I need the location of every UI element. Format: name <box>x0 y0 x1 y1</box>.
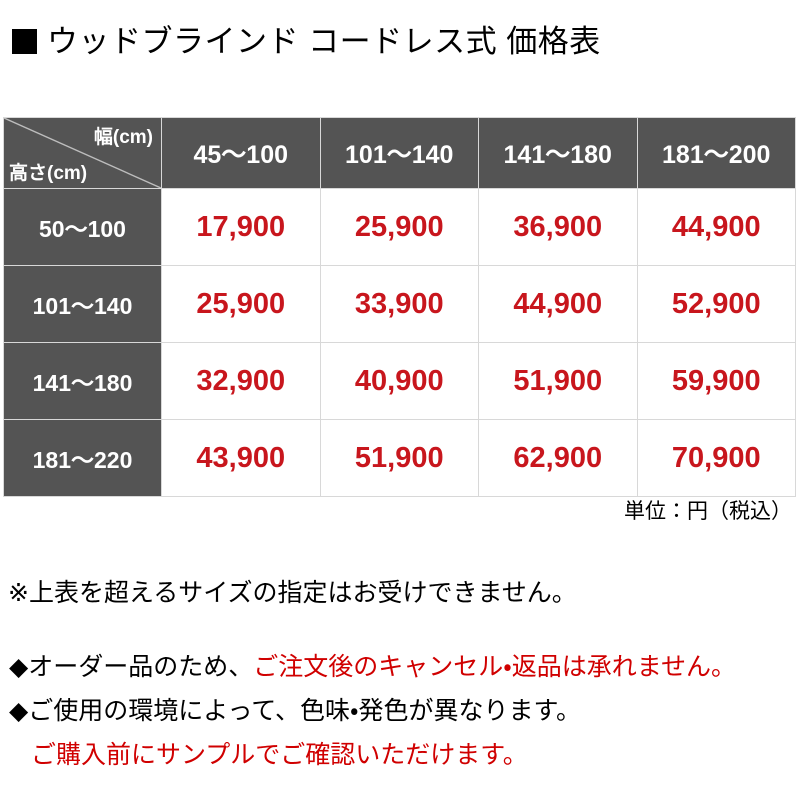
note-item-1: ◆ご使用の環境によって、色味・発色が異なります。 <box>9 689 736 733</box>
diamond-bullet-icon: ◆ <box>9 653 29 681</box>
column-header-3: 181〜200 <box>636 117 796 189</box>
table-row: 181〜220 43,900 51,900 62,900 70,900 <box>3 419 796 497</box>
width-axis-label: 幅(cm) <box>93 127 153 148</box>
page-title-text: ウッドブラインド コードレス式 価格表 <box>47 24 601 59</box>
price-cell-0-2: 36,900 <box>478 188 638 266</box>
price-cell-0-3: 44,900 <box>636 188 796 266</box>
size-restriction-note: ※上表を超えるサイズの指定はお受けできません。 <box>8 579 577 607</box>
table-row: 141〜180 32,900 40,900 51,900 59,900 <box>3 342 796 420</box>
page-title: ウッドブラインド コードレス式 価格表 <box>12 22 601 62</box>
diamond-bullet-icon: ◆ <box>9 697 29 725</box>
row-header-1: 101〜140 <box>3 265 162 343</box>
note-item-0: ◆オーダー品のため、ご注文後のキャンセル・返品は承れません。 <box>9 645 736 689</box>
column-header-1: 101〜140 <box>319 117 479 189</box>
note-item-2-red: ご購入前にサンプルでご確認いただけます。 <box>31 741 528 769</box>
price-cell-0-0: 17,900 <box>161 188 321 266</box>
diagonal-divider-icon <box>4 118 161 188</box>
unit-note: 単位：円（税込） <box>624 500 792 523</box>
price-cell-2-1: 40,900 <box>319 342 479 420</box>
column-header-0: 45〜100 <box>161 117 321 189</box>
note-item-1-black: ご使用の環境によって、色味・発色が異なります。 <box>28 697 581 725</box>
square-bullet-icon <box>12 29 37 54</box>
corner-cell: 幅(cm) 高さ(cm) <box>3 117 162 189</box>
note-item-0-black: オーダー品のため、 <box>28 653 254 681</box>
price-cell-2-3: 59,900 <box>636 342 796 420</box>
price-cell-1-3: 52,900 <box>636 265 796 343</box>
price-cell-3-2: 62,900 <box>478 419 638 497</box>
price-cell-1-0: 25,900 <box>161 265 321 343</box>
table-row: 101〜140 25,900 33,900 44,900 52,900 <box>3 265 796 343</box>
row-header-3: 181〜220 <box>3 419 162 497</box>
price-cell-2-0: 32,900 <box>161 342 321 420</box>
row-header-2: 141〜180 <box>3 342 162 420</box>
notes-list: ◆オーダー品のため、ご注文後のキャンセル・返品は承れません。 ◆ご使用の環境によ… <box>9 645 736 777</box>
column-header-2: 141〜180 <box>478 117 638 189</box>
price-cell-1-1: 33,900 <box>319 265 479 343</box>
price-table: 幅(cm) 高さ(cm) 45〜100 101〜140 141〜180 181〜… <box>3 117 796 497</box>
price-cell-3-1: 51,900 <box>319 419 479 497</box>
note-item-0-red: ご注文後のキャンセル・返品は承れません。 <box>253 653 737 681</box>
row-header-0: 50〜100 <box>3 188 162 266</box>
table-row: 50〜100 17,900 25,900 36,900 44,900 <box>3 188 796 266</box>
price-cell-3-0: 43,900 <box>161 419 321 497</box>
price-cell-1-2: 44,900 <box>478 265 638 343</box>
height-axis-label: 高さ(cm) <box>9 163 88 184</box>
note-item-2: ご購入前にサンプルでご確認いただけます。 <box>9 733 736 777</box>
price-cell-3-3: 70,900 <box>636 419 796 497</box>
table-header-row: 幅(cm) 高さ(cm) 45〜100 101〜140 141〜180 181〜… <box>3 117 796 189</box>
price-cell-0-1: 25,900 <box>319 188 479 266</box>
price-cell-2-2: 51,900 <box>478 342 638 420</box>
